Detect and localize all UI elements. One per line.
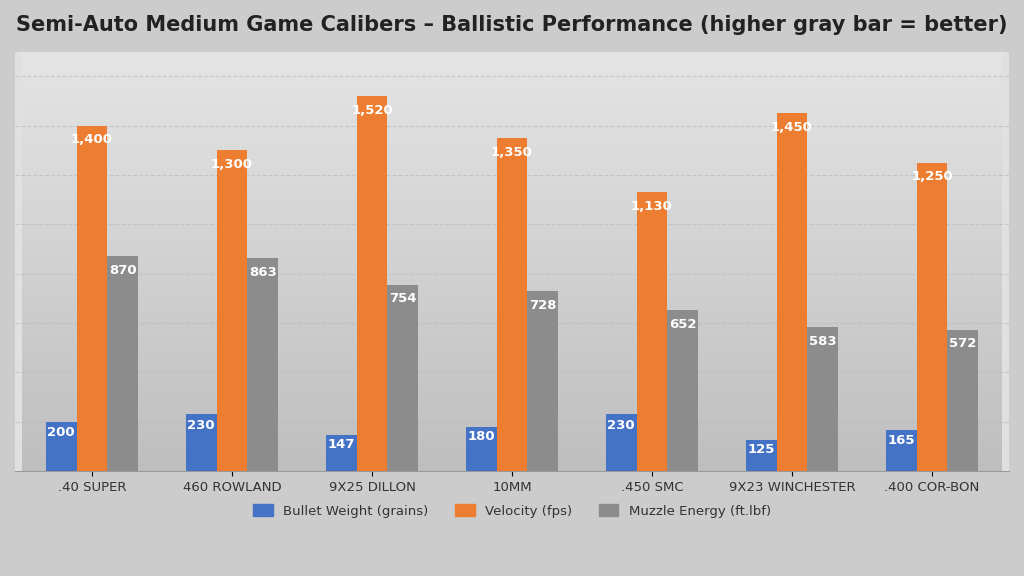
Bar — [606, 414, 637, 471]
Bar — [185, 414, 217, 471]
Title: Semi-Auto Medium Game Calibers – Ballistic Performance (higher gray bar = better: Semi-Auto Medium Game Calibers – Ballist… — [16, 15, 1008, 35]
Bar — [745, 440, 776, 471]
Bar — [668, 310, 698, 471]
Text: 754: 754 — [389, 293, 417, 305]
Text: 230: 230 — [607, 419, 635, 432]
Bar — [527, 291, 558, 471]
Bar — [108, 256, 138, 471]
Legend: Bullet Weight (grains), Velocity (fps), Muzzle Energy (ft.lbf): Bullet Weight (grains), Velocity (fps), … — [248, 499, 776, 523]
Bar — [466, 427, 497, 471]
Bar — [807, 327, 839, 471]
Text: 1,520: 1,520 — [351, 104, 393, 116]
Text: 1,450: 1,450 — [771, 121, 813, 134]
Text: 652: 652 — [669, 317, 696, 331]
Text: 1,300: 1,300 — [211, 158, 253, 171]
Text: 1,350: 1,350 — [492, 146, 532, 158]
Text: 863: 863 — [249, 266, 276, 279]
Text: 1,400: 1,400 — [71, 133, 113, 146]
Bar — [497, 138, 527, 471]
Bar — [776, 113, 807, 471]
Text: 230: 230 — [187, 419, 215, 432]
Bar — [947, 330, 978, 471]
Bar — [77, 126, 108, 471]
Bar — [886, 430, 916, 471]
Text: 1,250: 1,250 — [911, 170, 953, 183]
Text: 583: 583 — [809, 335, 837, 347]
Text: 1,130: 1,130 — [631, 200, 673, 213]
Text: 125: 125 — [748, 442, 775, 456]
Text: 180: 180 — [467, 430, 495, 443]
Bar — [916, 163, 947, 471]
Text: 200: 200 — [47, 426, 75, 438]
Text: 728: 728 — [529, 299, 557, 312]
Text: 572: 572 — [949, 338, 977, 350]
Bar — [387, 285, 418, 471]
Text: 147: 147 — [328, 438, 355, 450]
Bar — [356, 96, 387, 471]
Bar — [326, 435, 356, 471]
Text: 870: 870 — [109, 264, 136, 277]
Bar — [46, 422, 77, 471]
Text: 165: 165 — [888, 434, 915, 446]
Bar — [248, 258, 279, 471]
Bar — [637, 192, 668, 471]
Bar — [217, 150, 248, 471]
